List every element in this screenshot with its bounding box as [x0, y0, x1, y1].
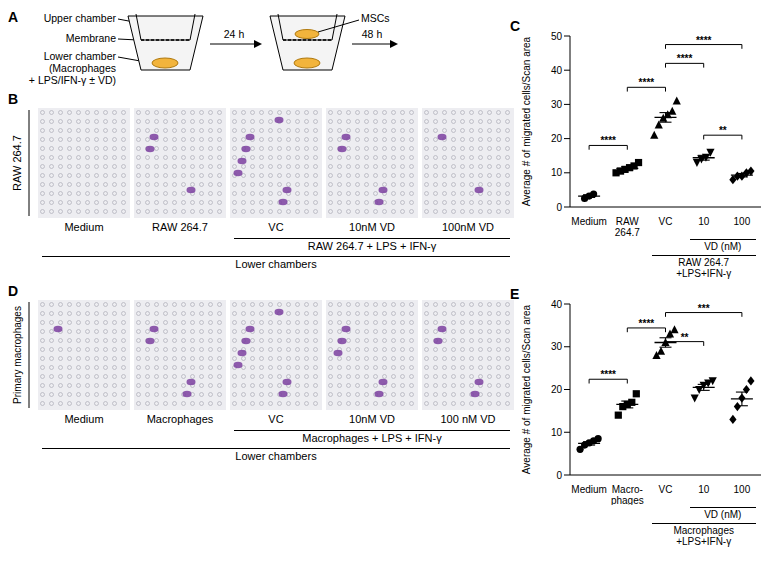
- svg-text:VC: VC: [659, 216, 673, 227]
- svg-text:***: ***: [698, 304, 710, 314]
- svg-text:Medium: Medium: [571, 216, 607, 227]
- html-text:VC: VC: [268, 221, 284, 233]
- svg-text:0: 0: [556, 202, 562, 213]
- svg-text:30: 30: [551, 99, 563, 110]
- html-text:RAW 264.7 +LPS+IFN-γ: RAW 264.7 +LPS+IFN-γ: [676, 257, 732, 279]
- svg-text:(Macrophages: (Macrophages: [49, 62, 116, 74]
- svg-text:24 h: 24 h: [224, 28, 245, 40]
- svg-text:****: ****: [696, 36, 712, 46]
- svg-text:40: 40: [551, 65, 563, 76]
- html-text:VD (nM): VD (nM): [704, 509, 742, 520]
- svg-text:48 h: 48 h: [362, 28, 383, 40]
- svg-text:MSCs: MSCs: [361, 12, 390, 24]
- html-text:Macrophages +LPS+IFN-γ: Macrophages +LPS+IFN-γ: [673, 525, 734, 547]
- svg-text:A: A: [8, 9, 18, 25]
- html-text:Macrophages + LPS + IFN-γ: Macrophages + LPS + IFN-γ: [302, 432, 442, 444]
- svg-text:10: 10: [698, 216, 710, 227]
- svg-text:Lower chamber: Lower chamber: [44, 50, 117, 62]
- html-text:B: B: [8, 91, 19, 107]
- html-text:E: E: [510, 286, 520, 302]
- svg-text:100: 100: [734, 216, 751, 227]
- svg-text:RAW 264.7: RAW 264.7: [11, 135, 23, 191]
- svg-text:Macro-phages: Macro-phages: [611, 484, 644, 505]
- svg-text:****: ****: [600, 135, 616, 146]
- svg-text:Upper chamber: Upper chamber: [44, 12, 117, 24]
- html-text:D: D: [8, 283, 19, 299]
- html-text:RAW 264.7 + LPS + IFN-γ: RAW 264.7 + LPS + IFN-γ: [307, 240, 437, 252]
- svg-text:**: **: [681, 332, 689, 343]
- html-text:Medium: Medium: [64, 221, 104, 233]
- html-text:C: C: [510, 18, 521, 34]
- svg-text:10: 10: [698, 484, 710, 495]
- svg-text:Membrane: Membrane: [66, 32, 116, 44]
- svg-text:40: 40: [551, 299, 563, 310]
- html-text:Medium: Medium: [64, 413, 104, 425]
- svg-text:20: 20: [551, 133, 563, 144]
- html-text:Lower chambers: Lower chambers: [235, 450, 317, 462]
- svg-text:**: **: [719, 125, 727, 136]
- svg-text:****: ****: [639, 318, 655, 329]
- svg-text:+ LPS/IFN-γ ± VD): + LPS/IFN-γ ± VD): [29, 74, 116, 86]
- svg-text:20: 20: [551, 384, 563, 395]
- svg-text:30: 30: [551, 341, 563, 352]
- svg-text:10: 10: [551, 427, 563, 438]
- svg-text:50: 50: [551, 31, 563, 42]
- html-text:Macrophages: Macrophages: [146, 413, 214, 425]
- html-text:10nM VD: 10nM VD: [349, 221, 395, 233]
- svg-text:Primary macrophages: Primary macrophages: [12, 306, 23, 404]
- html-text:RAW 264.7: RAW 264.7: [152, 221, 208, 233]
- html-text:10nM VD: 10nM VD: [349, 413, 395, 425]
- svg-text:VC: VC: [659, 484, 673, 495]
- svg-text:****: ****: [639, 77, 655, 88]
- html-text:Lower chambers: Lower chambers: [235, 258, 317, 270]
- svg-text:100: 100: [734, 484, 751, 495]
- html-text:VC: VC: [268, 413, 284, 425]
- svg-text:****: ****: [600, 369, 616, 380]
- svg-text:Average # of migrated cells/Sc: Average # of migrated cells/Scan area: [521, 36, 532, 206]
- svg-text:Average # of migrated cells/Sc: Average # of migrated cells/Scan area: [521, 304, 532, 474]
- html-text:100nM VD: 100nM VD: [442, 221, 494, 233]
- html-text:100 nM VD: 100 nM VD: [440, 413, 496, 425]
- svg-text:Medium: Medium: [571, 484, 607, 495]
- svg-text:RAW264.7: RAW264.7: [615, 216, 640, 237]
- svg-text:****: ****: [677, 53, 693, 64]
- svg-text:10: 10: [551, 167, 563, 178]
- html-text:VD (nM): VD (nM): [704, 241, 742, 252]
- svg-text:0: 0: [556, 470, 562, 481]
